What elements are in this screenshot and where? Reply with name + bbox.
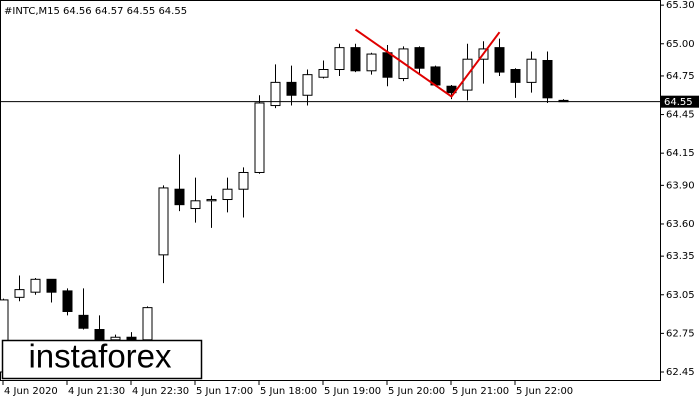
candle-body — [238, 171, 249, 190]
x-tick-label: 5 Jun 17:00 — [196, 386, 253, 397]
candle-body — [142, 307, 153, 341]
y-tick-label: 64.75 — [666, 71, 695, 82]
candle-body — [30, 278, 41, 293]
x-tick-label: 4 Jun 2020 — [4, 386, 58, 397]
x-tick-label: 4 Jun 22:30 — [132, 386, 189, 397]
candle-body — [158, 187, 169, 256]
candle-body — [270, 81, 281, 107]
y-tick-label: 64.15 — [666, 148, 695, 159]
candle-body — [318, 69, 329, 78]
y-tick-label: 62.45 — [666, 367, 695, 378]
candle-body — [46, 278, 57, 293]
x-tick-label: 5 Jun 20:00 — [388, 386, 445, 397]
y-tick-label: 63.60 — [666, 219, 695, 230]
candle-body — [254, 102, 265, 173]
x-tick-label: 5 Jun 22:00 — [516, 386, 573, 397]
candle-body — [334, 47, 345, 71]
candle-body — [190, 200, 201, 210]
candle-body — [62, 290, 73, 312]
current-price-box — [661, 95, 699, 108]
watermark-box — [1, 339, 203, 380]
candle-body — [542, 59, 553, 99]
candle-body — [14, 289, 25, 298]
watermark: instaforex — [28, 338, 172, 375]
y-tick-label: 62.75 — [666, 328, 695, 339]
y-tick-label: 64.45 — [666, 110, 695, 121]
candle-body — [286, 81, 297, 96]
candle-body — [494, 47, 505, 73]
candle-body — [382, 52, 393, 78]
x-tick-label: 5 Jun 19:00 — [324, 386, 381, 397]
x-tick-label: 5 Jun 18:00 — [260, 386, 317, 397]
candle-body — [510, 69, 521, 83]
candle-body — [78, 314, 89, 329]
y-tick-label: 65.00 — [666, 39, 695, 50]
current-price-label: 64.55 — [664, 97, 693, 108]
candle-body — [414, 47, 425, 69]
x-tick-label: 4 Jun 21:30 — [68, 386, 125, 397]
candle-body — [206, 199, 217, 202]
candle-body — [350, 47, 361, 72]
y-tick-label: 63.05 — [666, 290, 695, 301]
chart-title: #INTC,M15 64.56 64.57 64.55 64.55 — [4, 6, 187, 17]
candle-body — [366, 53, 377, 72]
y-tick-label: 63.90 — [666, 180, 695, 191]
candle-body — [526, 58, 537, 83]
y-tick-label: 63.35 — [666, 251, 695, 262]
candle-body — [174, 188, 185, 206]
x-tick-label: 5 Jun 21:00 — [452, 386, 509, 397]
pattern-line — [354, 28, 501, 98]
candle-body — [222, 188, 233, 201]
y-tick-label: 65.30 — [666, 0, 695, 11]
candle-body — [302, 74, 313, 96]
